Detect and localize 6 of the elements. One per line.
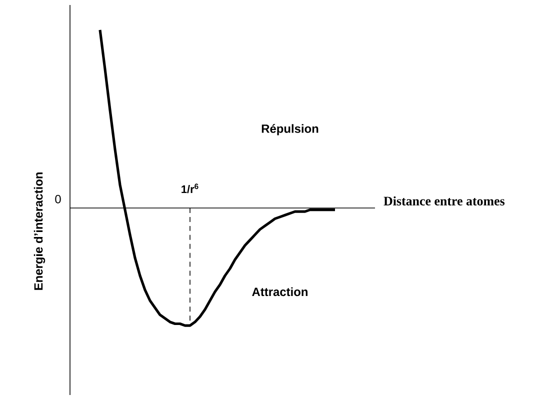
y-axis-title: Energie d’interaction <box>34 172 46 290</box>
text: 0 <box>55 194 61 204</box>
annotation: 1/r$^{6}$ <box>182 184 198 194</box>
annotation: Attraction <box>252 287 308 296</box>
x-axis-title: Distance entre atomes <box>384 196 505 206</box>
annotation: Répulsion <box>262 124 318 136</box>
